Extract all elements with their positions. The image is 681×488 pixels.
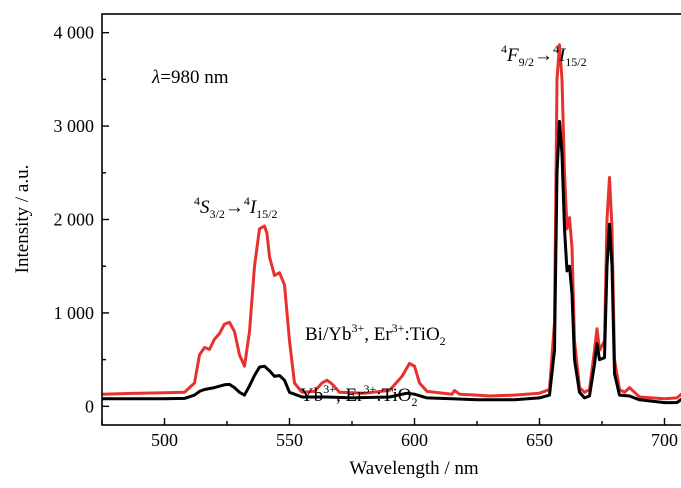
y-tick-label: 2 000 — [54, 210, 95, 230]
red-series-label-sup1: 3+ — [351, 321, 364, 335]
red-series-label-part1: Bi/Yb — [305, 324, 351, 345]
lambda-symbol: λ — [151, 67, 160, 88]
x-tick-label: 700 — [651, 430, 678, 450]
red-series-label-part2: , Er — [364, 324, 392, 345]
red-base1: F — [506, 45, 519, 66]
x-tick-label: 550 — [276, 430, 303, 450]
black-series-label-part1: Yb — [300, 385, 323, 406]
red-sup1: 4 — [501, 42, 507, 56]
red-sub2: 15/2 — [565, 55, 586, 69]
red-series-label-sub: 2 — [440, 334, 446, 348]
green-base2: I — [249, 197, 258, 218]
excitation-value: =980 nm — [160, 67, 228, 88]
red-sub1: 9/2 — [519, 55, 534, 69]
y-tick-label: 4 000 — [54, 23, 95, 43]
x-tick-label: 600 — [401, 430, 428, 450]
red-sup2: 4 — [553, 42, 559, 56]
black-series-label-part2: , Er — [336, 385, 364, 406]
red-series-label-part3: :TiO — [404, 324, 439, 345]
green-sub1: 3/2 — [210, 207, 225, 221]
red-series-label-sup2: 3+ — [392, 321, 405, 335]
series-line-bi-yb-er-tio2 — [101, 43, 681, 401]
red-arrow: → — [534, 45, 553, 66]
y-axis-title: Intensity / a.u. — [12, 165, 33, 274]
series-layer — [101, 43, 681, 405]
red-base2: I — [558, 45, 567, 66]
black-series-label: Yb3+, Er3+:TiO2 — [300, 382, 417, 409]
green-sup1: 4 — [194, 194, 200, 208]
green-sub2: 15/2 — [256, 207, 277, 221]
x-tick-label: 650 — [526, 430, 553, 450]
black-series-label-sup2: 3+ — [363, 382, 376, 396]
y-tick-label: 1 000 — [54, 303, 95, 323]
green-transition-annotation: 4S3/2→4I15/2 — [194, 194, 278, 221]
green-arrow: → — [225, 197, 244, 218]
green-sup2: 4 — [244, 194, 250, 208]
y-tick-label: 3 000 — [54, 116, 95, 136]
red-series-label: Bi/Yb3+, Er3+:TiO2 — [305, 321, 446, 348]
black-series-label-part3: :TiO — [376, 385, 411, 406]
black-series-label-sub: 2 — [411, 395, 417, 409]
tick-layer: 500 550 600 650 700 0 1 000 2 000 3 000 4 000 — [54, 23, 679, 450]
x-axis-title: Wavelength / nm — [349, 458, 479, 479]
green-base1: S — [200, 197, 210, 218]
excitation-wavelength-annotation: λ=980 nm — [151, 67, 229, 88]
x-tick-label: 500 — [151, 430, 178, 450]
black-series-label-sup1: 3+ — [323, 382, 336, 396]
y-tick-label: 0 — [85, 396, 94, 416]
red-transition-annotation: 4F9/2→4I15/2 — [501, 42, 587, 69]
series-line-yb-er-tio2 — [102, 119, 681, 405]
